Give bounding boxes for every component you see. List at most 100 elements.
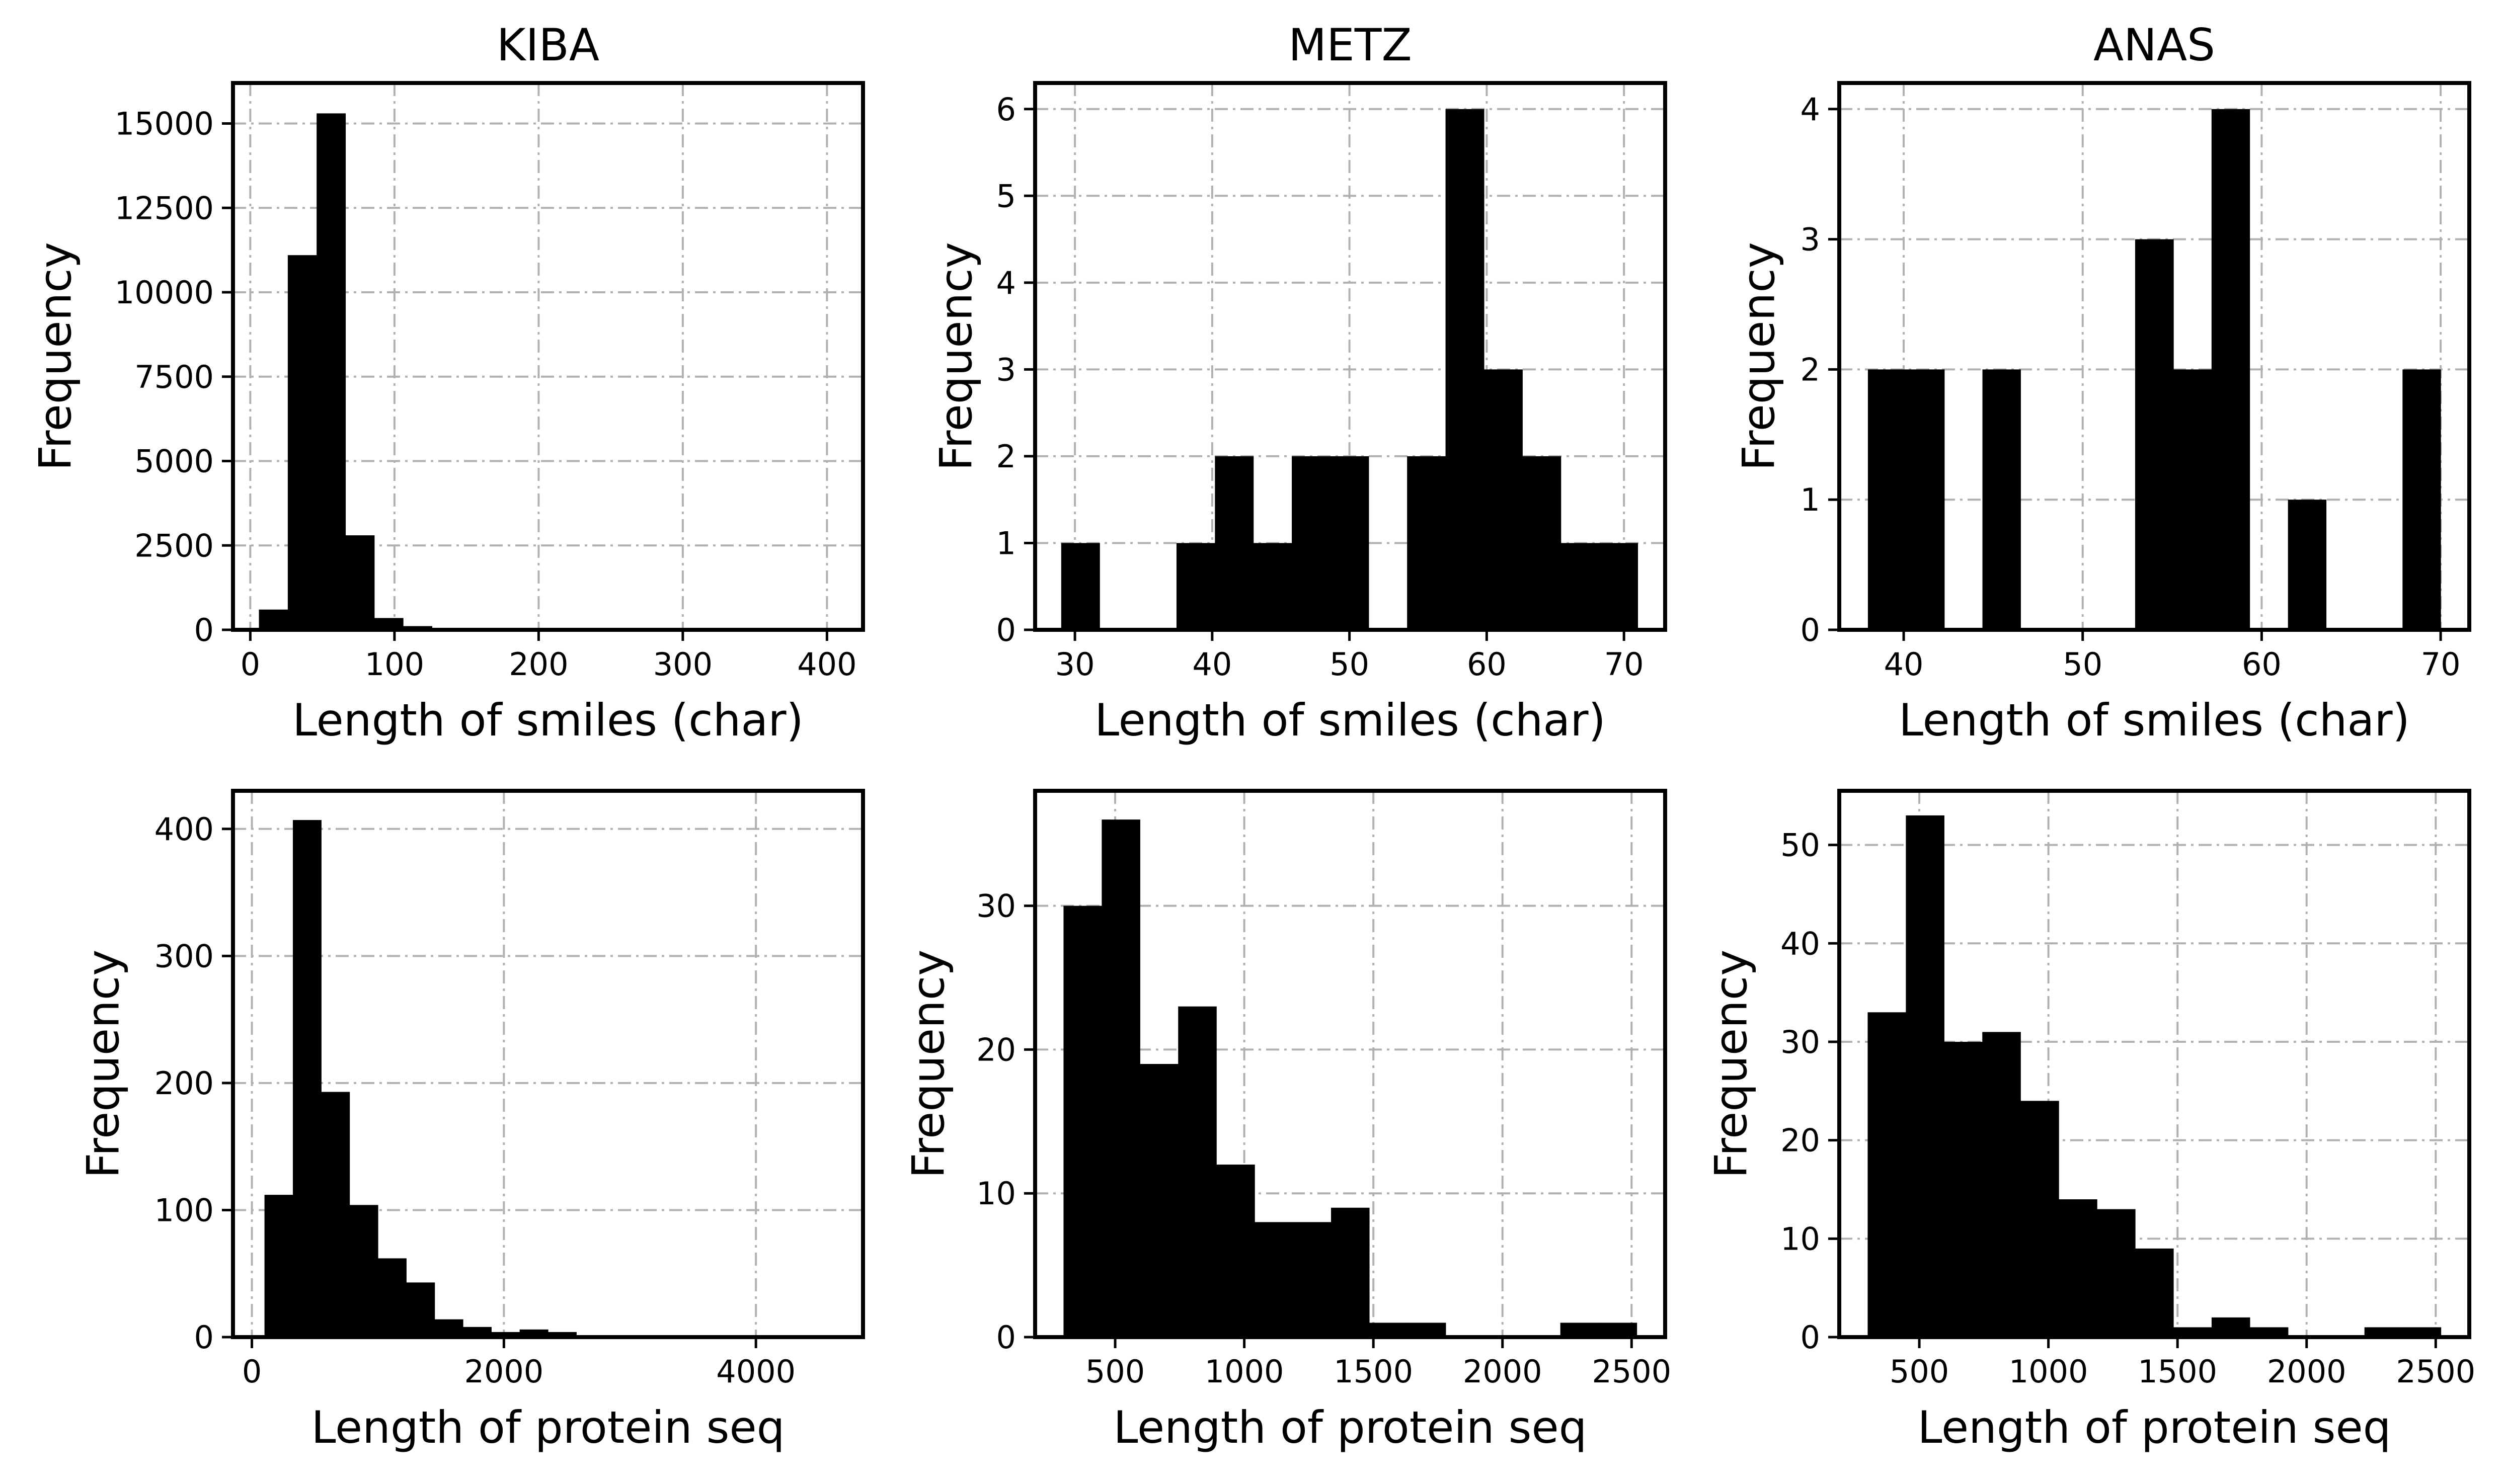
histogram-bar <box>1944 1041 1983 1337</box>
y-tick-label: 0 <box>996 612 1016 648</box>
y-tick-label: 5 <box>996 178 1016 214</box>
histogram-bar <box>2402 1327 2442 1337</box>
histogram-bar <box>292 820 322 1337</box>
histogram-bar <box>1140 1064 1179 1337</box>
histogram-panel-5: 500 1000 1500 2000 2500 0 10 20 30 Length of prot… <box>903 789 1671 1453</box>
y-tick-label: 0 <box>1801 1319 1820 1356</box>
y-tick-label: 1 <box>996 525 1016 561</box>
histogram-bar <box>2135 1248 2174 1337</box>
histogram-bar <box>434 1319 463 1337</box>
histogram-bar <box>2402 369 2441 630</box>
histogram-bar <box>548 1332 577 1337</box>
histogram-bar <box>264 1195 293 1337</box>
histogram-bar <box>1407 456 1446 630</box>
x-axis-label: Length of protein seq <box>1918 1401 2391 1453</box>
histogram-bar <box>1102 819 1140 1337</box>
x-tick-label: 200 <box>509 646 568 683</box>
x-tick-label: 50 <box>1329 646 1369 683</box>
histogram-bar <box>1867 369 1907 630</box>
histogram-bar <box>1407 1323 1446 1337</box>
histogram-bar <box>491 1332 520 1337</box>
x-tick-label: 0 <box>241 646 260 683</box>
y-tick-label: 100 <box>154 1192 214 1228</box>
y-tick-label: 4 <box>1801 91 1820 128</box>
histogram-bar <box>462 1327 492 1337</box>
histogram-bar <box>2249 1327 2289 1337</box>
histogram-bar <box>377 1258 407 1337</box>
y-tick-label: 15000 <box>115 106 214 142</box>
plot-frame <box>1837 81 2471 632</box>
x-tick-label: 0 <box>242 1353 262 1390</box>
y-tick-label: 1 <box>1801 481 1820 518</box>
y-tick-label: 0 <box>194 1319 214 1356</box>
histogram-bar <box>1867 1012 1906 1337</box>
y-tick-label: 12500 <box>115 190 214 226</box>
histogram-bar <box>2211 109 2250 630</box>
histogram-bar <box>1522 456 1561 630</box>
x-axis-label: Length of protein seq <box>1114 1401 1587 1453</box>
histogram-bar <box>1331 1207 1370 1337</box>
histogram-bar <box>1255 1222 1293 1337</box>
y-axis-label: Frequency <box>1733 242 1785 471</box>
histogram-bar <box>317 113 346 630</box>
x-tick-label: 1500 <box>1334 1353 1413 1390</box>
x-tick-label: 2000 <box>2267 1353 2346 1390</box>
histogram-bar <box>345 535 375 630</box>
x-tick-label: 40 <box>1192 646 1232 683</box>
y-tick-label: 0 <box>194 612 214 648</box>
x-axis-label: Length of smiles (char) <box>1094 694 1606 746</box>
plot-frame <box>1033 789 1667 1339</box>
histogram-bar <box>1215 456 1254 630</box>
histogram-bar <box>1598 1323 1637 1337</box>
x-tick-label: 60 <box>2242 646 2282 683</box>
x-tick-label: 60 <box>1467 646 1507 683</box>
x-tick-label: 40 <box>1884 646 1924 683</box>
histogram-bar <box>406 1282 435 1337</box>
y-axis-label: Frequency <box>1705 950 1757 1179</box>
x-tick-label: 2000 <box>1463 1353 1542 1390</box>
y-tick-label: 300 <box>154 938 214 974</box>
histogram-bar <box>1445 109 1484 630</box>
y-tick-label: 10 <box>976 1175 1016 1212</box>
x-tick-label: 2500 <box>1592 1353 1671 1390</box>
histogram-bar <box>287 255 317 630</box>
histogram-bar <box>1906 815 1944 1337</box>
histogram-panel-1: 0 100 200 300 400 0 2500 5000 7500 10000 12500 1500… <box>30 19 865 746</box>
histogram-panel-3: 40 50 60 70 0 1 2 3 4 Length of smiles (char) Freq… <box>1733 19 2471 746</box>
y-tick-label: 2500 <box>134 527 214 564</box>
y-tick-label: 6 <box>996 91 1016 128</box>
x-tick-label: 500 <box>1085 1353 1145 1390</box>
histogram-bar <box>2211 1317 2250 1337</box>
x-tick-label: 30 <box>1055 646 1095 683</box>
x-axis-label: Length of smiles (char) <box>292 694 804 746</box>
histogram-bar <box>1061 543 1100 630</box>
histogram-bar <box>1906 369 1945 630</box>
y-tick-label: 7500 <box>134 359 214 395</box>
y-tick-label: 3 <box>1801 221 1820 258</box>
y-tick-label: 400 <box>154 811 214 848</box>
histogram-bar <box>1292 456 1331 630</box>
y-tick-label: 40 <box>1780 925 1820 962</box>
y-tick-label: 2 <box>1801 351 1820 388</box>
panel-title: ANAS <box>2093 19 2215 71</box>
plot-frame <box>231 81 865 632</box>
histogram-bar <box>2173 1327 2212 1337</box>
histogram-bar <box>1216 1165 1255 1337</box>
histogram-panel-4: 0 2000 4000 0 100 200 300 400 Length of protein … <box>77 789 865 1453</box>
y-tick-label: 10 <box>1780 1220 1820 1257</box>
x-tick-label: 500 <box>1890 1353 1949 1390</box>
histogram-bar <box>2020 1101 2059 1337</box>
x-axis-label: Length of smiles (char) <box>1899 694 2410 746</box>
y-axis-label: Frequency <box>30 242 82 471</box>
x-tick-label: 1500 <box>2138 1353 2217 1390</box>
histogram-bar <box>2173 369 2212 630</box>
x-tick-label: 100 <box>365 646 424 683</box>
histogram-panel-2: 30 40 50 60 70 0 1 2 3 4 5 6 Length of smiles (char)… <box>930 19 1667 746</box>
histogram-bar <box>1293 1222 1332 1337</box>
histogram-bar <box>1369 1323 1408 1337</box>
histogram-bar <box>374 618 404 630</box>
y-tick-label: 20 <box>1780 1122 1820 1159</box>
x-tick-label: 400 <box>797 646 856 683</box>
x-axis-label: Length of protein seq <box>311 1401 785 1453</box>
y-tick-label: 3 <box>996 351 1016 388</box>
